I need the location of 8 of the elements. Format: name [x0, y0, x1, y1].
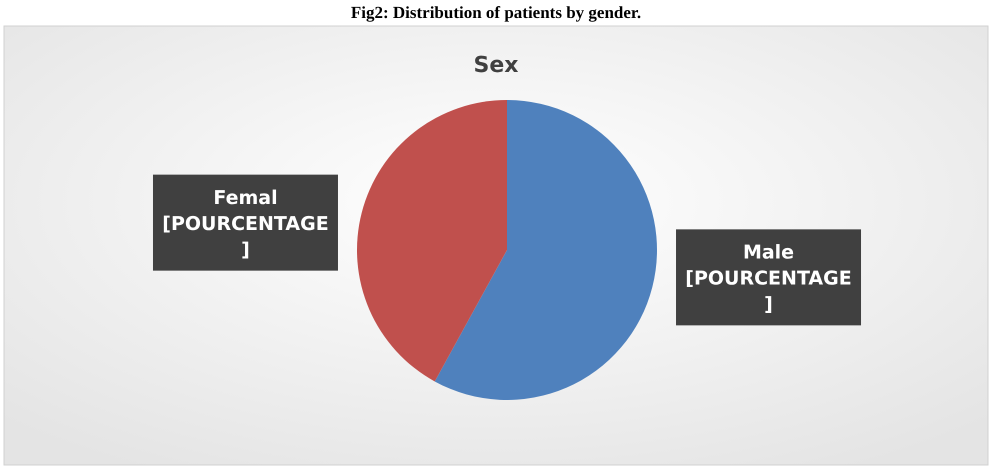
- caption: Fig2: Distribution of patients by gender.: [350, 3, 642, 22]
- pie-slice: [357, 100, 507, 382]
- slice-label: Male: [742, 242, 794, 264]
- pie-slice: [434, 100, 657, 400]
- chart-title: Sex: [474, 53, 518, 78]
- data-label: [POURCENTAGE]: [685, 268, 852, 316]
- data-label: [POURCENTAGE]: [162, 212, 329, 261]
- slice-label: Femal: [213, 186, 278, 209]
